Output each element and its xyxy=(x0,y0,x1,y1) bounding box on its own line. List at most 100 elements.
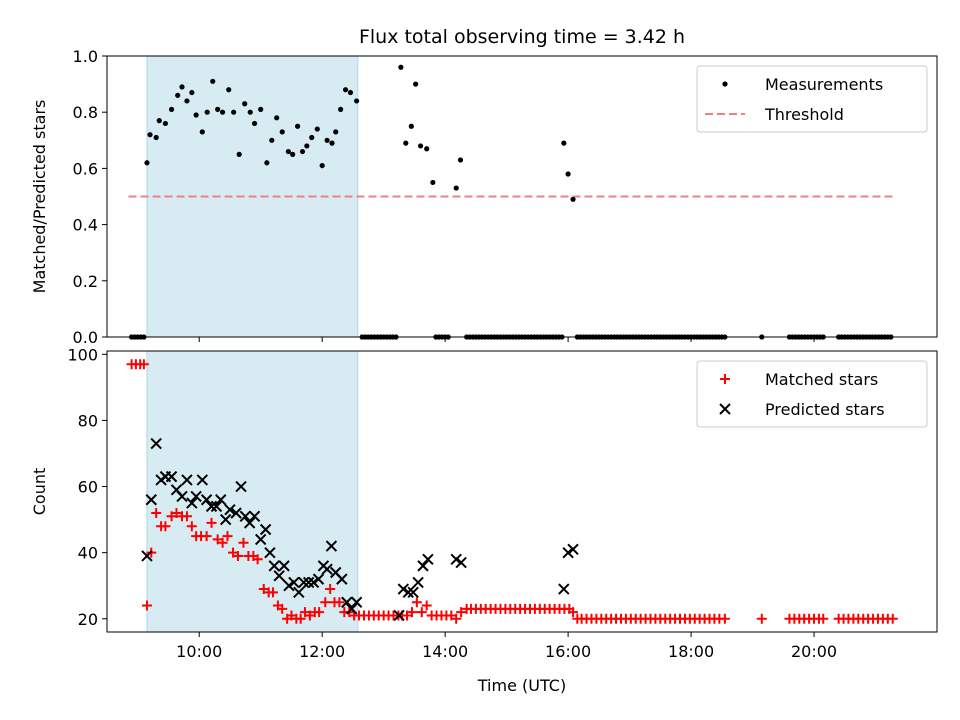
measurement-point xyxy=(342,87,349,93)
measurement-point xyxy=(175,92,181,98)
measurement-point xyxy=(430,179,436,186)
x-tick-label: 18:00 xyxy=(668,642,714,661)
axes-frame xyxy=(106,55,938,338)
measurement-point xyxy=(251,120,258,127)
measurement-point xyxy=(354,98,360,104)
measurement-point xyxy=(156,118,162,124)
series-matched-stars xyxy=(126,359,898,624)
legend-label: Threshold xyxy=(764,105,844,124)
measurement-point xyxy=(398,64,404,70)
measurement-point xyxy=(269,137,275,143)
x-tick-label: 16:00 xyxy=(545,642,591,661)
measurement-point xyxy=(453,185,459,191)
matched-star-point xyxy=(160,521,171,532)
matched-star-point xyxy=(451,613,462,624)
predicted-star-point xyxy=(278,560,290,572)
predicted-star-point xyxy=(283,580,295,592)
matched-star-point xyxy=(222,531,233,542)
matched-star-point xyxy=(314,607,325,618)
legend-label: Matched stars xyxy=(765,370,878,389)
matched-star-point xyxy=(277,603,288,614)
legend-label: Measurements xyxy=(765,75,883,94)
measurement-point xyxy=(144,160,150,166)
predicted-star-point xyxy=(455,556,467,569)
matched-star-point xyxy=(568,607,579,618)
predicted-star-point xyxy=(141,550,153,562)
legend-box xyxy=(696,360,928,428)
measurement-point xyxy=(199,129,205,135)
measurement-point xyxy=(403,140,409,146)
legend: Measurements Threshold xyxy=(696,65,928,133)
y-tick-label: 0.4 xyxy=(73,216,98,235)
predicted-star-point xyxy=(336,573,348,585)
matched-star-point xyxy=(295,613,306,624)
predicted-star-point xyxy=(402,586,414,599)
matched-star-point xyxy=(456,607,467,618)
series-predicted-stars xyxy=(141,437,579,622)
matched-star-point xyxy=(421,600,432,611)
predicted-star-point xyxy=(176,490,188,503)
predicted-star-point xyxy=(321,563,333,575)
y-tick-label: 80 xyxy=(78,411,98,430)
measurement-point xyxy=(347,89,354,96)
x-axis-label: Time (UTC) xyxy=(477,676,566,695)
measurement-point xyxy=(299,148,306,155)
matched-star-point xyxy=(334,597,345,608)
matched-star-point xyxy=(325,584,336,595)
predicted-star-point xyxy=(186,497,198,509)
measurement-point xyxy=(285,148,291,155)
predicted-star-point xyxy=(254,533,267,546)
matched-star-point xyxy=(818,613,829,624)
y-tick-label: 0.0 xyxy=(73,328,98,347)
measurement-point xyxy=(179,84,185,90)
measurement-point xyxy=(193,112,199,118)
legend-marker-x xyxy=(719,403,731,415)
matched-star-point xyxy=(411,597,422,608)
matched-star-point xyxy=(232,550,243,561)
predicted-star-point xyxy=(219,513,232,526)
predicted-star-point xyxy=(417,560,429,572)
legend-marker-dot xyxy=(722,81,728,87)
measurement-point xyxy=(570,196,576,202)
bottom-plot: 20 40 60 80 100 10:00 12:00 14:00 16:00 18:00 20:0… xyxy=(30,345,938,695)
predicted-star-point xyxy=(422,553,434,565)
measurement-point xyxy=(226,87,232,93)
matched-star-point xyxy=(756,613,767,624)
measurement-point xyxy=(168,106,175,112)
measurement-point xyxy=(309,134,315,141)
measurement-point xyxy=(333,129,339,135)
x-tick-label: 20:00 xyxy=(791,642,837,661)
measurement-point xyxy=(319,162,325,169)
matched-star-point xyxy=(141,600,152,611)
measurement-point xyxy=(274,115,280,121)
x-tick-label: 14:00 xyxy=(422,642,468,661)
predicted-star-point xyxy=(210,500,223,513)
predicted-star-point xyxy=(273,570,285,582)
matched-star-point xyxy=(406,607,417,618)
predicted-star-point xyxy=(205,500,218,513)
predicted-star-point xyxy=(345,603,358,615)
y-tick-label: 60 xyxy=(78,478,98,497)
measurement-point xyxy=(413,81,419,87)
matched-star-point xyxy=(320,597,331,608)
measurement-point xyxy=(338,106,344,112)
predicted-star-point xyxy=(165,470,178,483)
measurement-point xyxy=(561,140,567,146)
predicted-star-point xyxy=(397,583,410,595)
measurement-point xyxy=(219,109,226,115)
measurement-point xyxy=(417,143,424,149)
axes-frame xyxy=(106,350,938,633)
measurement-point xyxy=(294,123,301,129)
measurement-point xyxy=(290,151,296,157)
measurement-point xyxy=(329,140,335,146)
matched-star-point xyxy=(186,521,197,532)
matched-star-point xyxy=(138,359,149,370)
predicted-star-point xyxy=(288,576,300,589)
y-tick-label: 0.2 xyxy=(73,272,98,291)
predicted-star-point xyxy=(200,494,213,506)
predicted-star-point xyxy=(181,474,193,486)
y-tick-label: 100 xyxy=(67,345,98,364)
measurement-point xyxy=(204,109,210,115)
measurement-point xyxy=(184,98,190,104)
predicted-star-point xyxy=(268,560,280,572)
